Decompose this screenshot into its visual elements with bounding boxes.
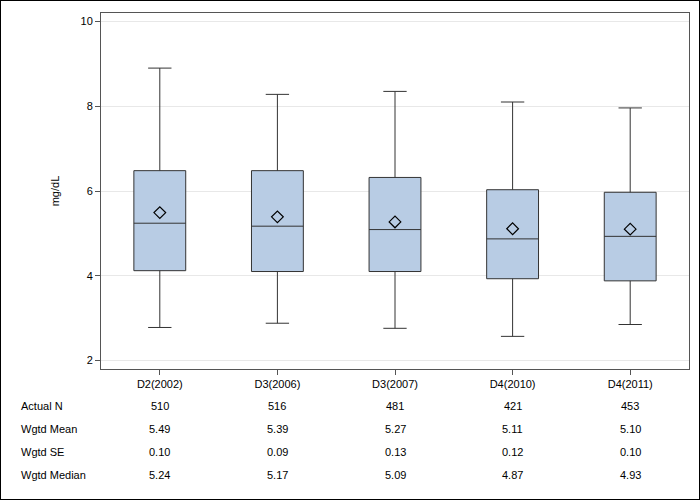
svg-text:4.87: 4.87 — [502, 469, 523, 481]
svg-text:0.09: 0.09 — [267, 446, 288, 458]
svg-text:D2(2002): D2(2002) — [137, 378, 183, 390]
svg-text:Actual N: Actual N — [21, 400, 63, 412]
svg-text:8: 8 — [87, 100, 93, 112]
svg-text:421: 421 — [504, 400, 522, 412]
svg-text:4: 4 — [87, 270, 93, 282]
svg-text:0.12: 0.12 — [502, 446, 523, 458]
svg-text:4.93: 4.93 — [620, 469, 641, 481]
svg-text:Wgtd Median: Wgtd Median — [21, 469, 86, 481]
svg-text:5.09: 5.09 — [385, 469, 406, 481]
svg-text:510: 510 — [151, 400, 169, 412]
svg-text:481: 481 — [386, 400, 404, 412]
svg-text:5.39: 5.39 — [267, 423, 288, 435]
svg-text:Wgtd SE: Wgtd SE — [21, 446, 64, 458]
svg-text:453: 453 — [621, 400, 639, 412]
svg-text:5.27: 5.27 — [385, 423, 406, 435]
svg-text:Wgtd Mean: Wgtd Mean — [21, 423, 77, 435]
svg-text:2: 2 — [87, 354, 93, 366]
svg-text:mg/dL: mg/dL — [49, 176, 61, 207]
svg-text:D3(2007): D3(2007) — [372, 378, 418, 390]
svg-text:0.10: 0.10 — [149, 446, 170, 458]
svg-text:D4(2011): D4(2011) — [608, 378, 653, 390]
svg-text:5.49: 5.49 — [149, 423, 170, 435]
svg-text:5.10: 5.10 — [620, 423, 641, 435]
svg-text:D4(2010): D4(2010) — [490, 378, 536, 390]
svg-text:0.13: 0.13 — [385, 446, 406, 458]
svg-text:10: 10 — [81, 15, 93, 27]
svg-text:5.11: 5.11 — [502, 423, 523, 435]
svg-text:6: 6 — [87, 185, 93, 197]
svg-text:516: 516 — [268, 400, 286, 412]
svg-text:5.24: 5.24 — [149, 469, 170, 481]
svg-text:0.10: 0.10 — [620, 446, 641, 458]
svg-text:D3(2006): D3(2006) — [254, 378, 300, 390]
svg-text:5.17: 5.17 — [267, 469, 288, 481]
